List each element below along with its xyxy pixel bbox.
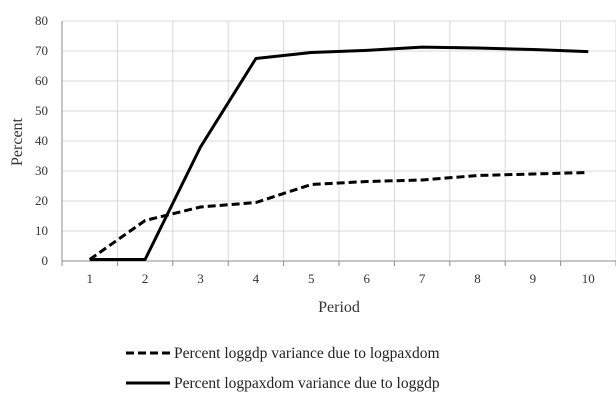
y-tick-label: 30 [35,163,48,178]
x-axis-title: Period [318,299,360,316]
y-tick-label: 40 [35,133,48,148]
x-tick-label: 10 [582,271,595,286]
x-tick-label: 9 [530,271,537,286]
y-tick-label: 10 [35,223,48,238]
x-tick-label: 2 [142,271,149,286]
x-tick-label: 7 [419,271,426,286]
y-axis-title: Percent [9,117,26,166]
x-tick-label: 6 [363,271,370,286]
y-tick-label: 60 [35,73,48,88]
legend-label-dashed: Percent loggdp variance due to logpaxdom [174,345,440,362]
x-tick-label: 8 [474,271,481,286]
chart-axes: 0 10 20 30 40 50 60 70 80 1 2 3 4 5 6 7 8 9 10 [35,13,616,286]
legend-item-dashed: Percent loggdp variance due to logpaxdom [126,345,440,362]
x-tick-label: 3 [197,271,204,286]
series-line-dashed [88,171,589,261]
legend: Percent loggdp variance due to logpaxdom… [126,345,440,392]
y-tick-label: 50 [35,103,48,118]
x-tick-label: 5 [308,271,315,286]
series-line-solid [89,45,589,261]
chart-series [88,45,589,261]
chart-gridlines [61,20,616,262]
y-tick-label: 80 [35,13,48,28]
x-tick-label: 1 [86,271,93,286]
y-tick-label: 0 [42,253,49,268]
legend-item-solid: Percent logpaxdom variance due to loggdp [126,375,440,392]
y-tick-label: 70 [35,43,48,58]
x-tick-label: 4 [253,271,260,286]
legend-label-solid: Percent logpaxdom variance due to loggdp [174,375,440,392]
y-tick-label: 20 [35,193,48,208]
